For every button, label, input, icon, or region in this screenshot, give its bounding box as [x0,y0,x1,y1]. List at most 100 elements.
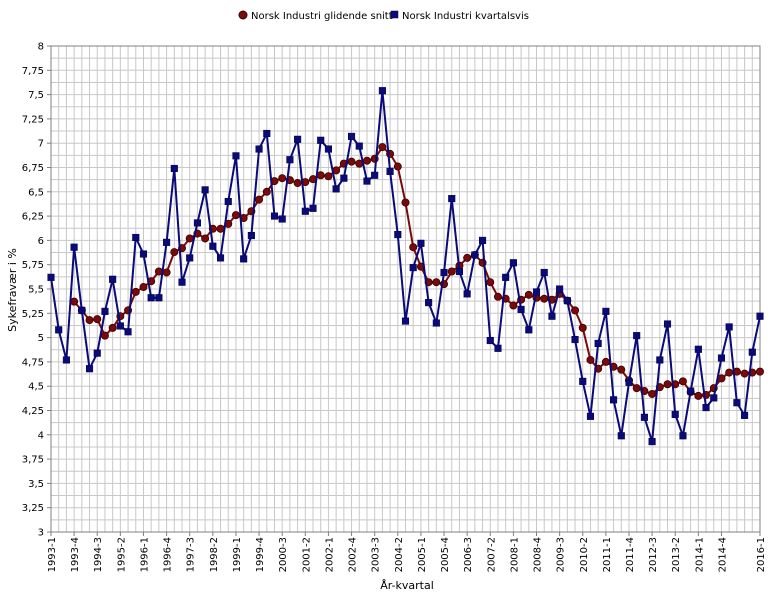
y-tick-label: 4,75 [22,357,44,368]
data-point-quarterly [756,312,764,320]
x-tick-label: 2010-2 [579,537,590,572]
y-axis-title: Sykefravær i % [6,248,19,332]
data-point-moving-average [401,198,410,207]
y-tick-label: 5,5 [28,285,44,296]
data-point-moving-average [756,367,765,376]
data-point-quarterly [170,164,178,173]
data-point-quarterly [540,268,548,277]
data-point-quarterly [324,145,332,153]
data-point-moving-average [493,292,502,301]
data-point-moving-average [278,174,287,183]
x-tick-label: 2014-4 [717,537,728,572]
data-point-quarterly [679,432,687,440]
x-tick-label: 2011-4 [625,537,636,572]
data-point-quarterly [340,174,348,182]
data-point-quarterly [610,396,618,404]
x-tick-label: 2005-1 [417,537,428,572]
data-point-quarterly [147,294,155,302]
y-tick-label: 6 [38,236,44,247]
legend-marker-quarterly [390,10,399,19]
data-point-quarterly [209,242,217,250]
data-point-quarterly [455,267,463,276]
data-point-quarterly [124,328,132,336]
legend: Norsk Industri glidende snitt Norsk Indu… [238,10,529,22]
data-point-moving-average [162,268,171,277]
y-tick-label: 8 [38,42,44,53]
data-point-moving-average [293,179,302,188]
data-point-quarterly [240,255,248,263]
data-point-moving-average [586,355,595,364]
x-tick-label: 2011-1 [602,537,613,572]
data-point-moving-average [316,171,325,180]
x-tick-label: 2005-4 [440,537,451,572]
data-point-moving-average [447,267,456,276]
data-point-moving-average [632,384,641,393]
data-point-quarterly [270,212,279,220]
y-tick-label: 6,75 [22,163,44,174]
data-point-quarterly [671,410,679,418]
data-point-quarterly [139,250,148,258]
data-point-quarterly [386,167,394,175]
data-point-quarterly [479,236,487,244]
data-point-quarterly [255,145,263,153]
data-point-moving-average [432,278,441,287]
data-point-moving-average [231,211,240,220]
data-point-moving-average [409,243,418,252]
x-tick-label: 2001-2 [301,537,312,572]
data-point-quarterly [532,288,541,296]
data-point-quarterly [101,307,109,315]
data-point-quarterly [62,356,70,364]
y-tick-label: 5 [38,333,44,344]
data-point-moving-average [201,234,210,243]
data-point-moving-average [601,357,610,366]
x-tick-label: 1999-1 [232,537,243,572]
x-tick-label: 1996-4 [163,537,174,572]
data-point-quarterly [178,278,186,286]
data-point-quarterly [78,306,86,314]
data-point-quarterly [425,299,433,307]
x-tick-label: 2016-1 [756,537,767,572]
data-point-quarterly [748,348,756,356]
data-point-quarterly [332,185,340,193]
x-tick-label: 2013-2 [671,537,682,572]
data-point-moving-average [678,377,687,386]
data-point-quarterly [409,264,417,272]
data-point-quarterly [355,142,363,150]
data-point-quarterly [93,349,101,357]
x-tick-label: 1999-4 [255,537,266,572]
data-point-quarterly [625,378,633,386]
y-tick-label: 3,5 [28,479,44,490]
x-tick-label: 2002-4 [348,537,359,572]
data-point-quarterly [556,285,564,293]
data-point-quarterly [224,197,232,206]
data-point-quarterly [594,339,602,347]
data-point-quarterly [656,356,664,364]
data-point-moving-average [185,234,194,243]
y-tick-label: 6,25 [22,212,44,223]
data-point-quarterly [502,273,510,281]
data-point-quarterly [317,136,325,144]
x-tick-label: 2008-1 [509,537,520,572]
grid [50,45,761,533]
data-point-quarterly [463,290,471,298]
data-point-moving-average [540,294,549,303]
data-point-quarterly [193,219,201,227]
y-tick-label: 7,25 [22,114,44,125]
data-point-moving-average [347,157,356,166]
data-point-moving-average [131,287,140,296]
y-tick-label: 4 [38,430,44,441]
data-point-moving-average [93,315,102,324]
data-point-quarterly [548,312,556,320]
data-point-quarterly [286,156,294,164]
y-tick-label: 4,5 [28,382,44,393]
data-point-quarterly [417,239,425,247]
data-point-moving-average [725,368,734,377]
data-point-quarterly [602,307,610,315]
data-point-quarterly [517,305,525,313]
x-tick-label: 2012-3 [648,537,659,572]
data-point-quarterly [563,297,571,305]
y-tick-label: 7 [38,139,44,150]
x-tick-label: 2014-1 [694,537,705,572]
data-point-quarterly [617,432,625,440]
